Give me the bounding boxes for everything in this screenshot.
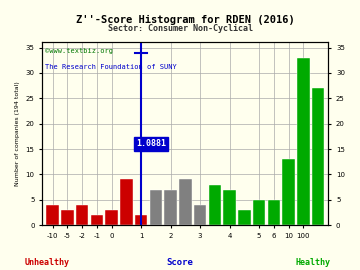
Bar	[61, 210, 73, 225]
Bar	[46, 205, 59, 225]
Bar	[105, 210, 118, 225]
Text: The Research Foundation of SUNY: The Research Foundation of SUNY	[45, 65, 177, 70]
Text: ©www.textbiz.org: ©www.textbiz.org	[45, 48, 113, 54]
Bar	[253, 200, 265, 225]
Bar	[267, 200, 280, 225]
Bar	[297, 58, 310, 225]
Bar	[238, 210, 251, 225]
Bar	[149, 190, 162, 225]
Text: Sector: Consumer Non-Cyclical: Sector: Consumer Non-Cyclical	[108, 24, 252, 33]
Text: Unhealthy: Unhealthy	[24, 258, 69, 267]
Bar	[164, 190, 177, 225]
Bar	[179, 180, 192, 225]
Bar	[312, 88, 324, 225]
Bar	[208, 185, 221, 225]
Text: Score: Score	[167, 258, 193, 267]
Y-axis label: Number of companies (194 total): Number of companies (194 total)	[15, 82, 20, 186]
Bar	[282, 159, 295, 225]
Bar	[90, 215, 103, 225]
Bar	[223, 190, 236, 225]
Bar	[76, 205, 88, 225]
Bar	[194, 205, 206, 225]
Bar	[135, 215, 147, 225]
Title: Z''-Score Histogram for RDEN (2016): Z''-Score Histogram for RDEN (2016)	[76, 15, 294, 25]
Bar	[120, 180, 132, 225]
Text: 1.0881: 1.0881	[136, 140, 166, 148]
Text: Healthy: Healthy	[296, 258, 331, 267]
